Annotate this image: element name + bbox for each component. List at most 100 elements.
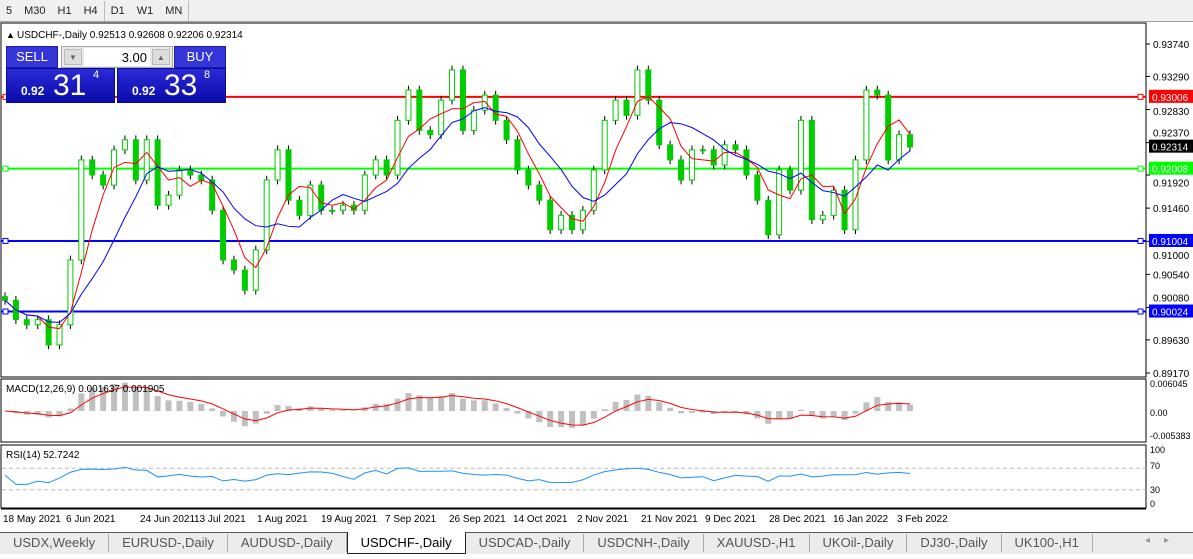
candle-body — [383, 159, 390, 176]
candle-body — [678, 159, 685, 181]
date-label: 13 Jul 2021 — [194, 514, 246, 525]
price-label: 0.91460 — [1153, 204, 1190, 215]
price-label: 0.93740 — [1153, 40, 1190, 51]
macd-bar — [721, 411, 728, 413]
chart-tab[interactable]: USDCNH-,Daily — [584, 534, 704, 552]
chart-tab[interactable]: USDX,Weekly — [0, 534, 110, 552]
macd-bar — [427, 397, 434, 411]
current-price-text: 0.92314 — [1152, 143, 1189, 154]
macd-bar — [481, 400, 488, 411]
price-label: 0.90540 — [1153, 270, 1190, 281]
quantity-stepper[interactable]: ▼ ▲ — [61, 46, 173, 68]
line-anchor-handle — [1137, 308, 1144, 315]
candle-body — [874, 89, 881, 96]
timeframe-H1[interactable]: H1 — [57, 4, 72, 17]
chart-tabs: USDX,Weekly EURUSD-,Daily AUDUSD-,Daily USD… — [0, 532, 1193, 554]
macd-bar — [121, 382, 128, 411]
macd-bar — [536, 411, 543, 423]
timeframe-M30[interactable]: M30 — [24, 4, 46, 17]
chart-canvas[interactable]: ▲ USDCHF-,Daily 0.92513 0.92608 0.92206 0… — [0, 22, 1193, 510]
candle-body — [896, 134, 903, 161]
macd-bar — [819, 411, 826, 419]
candle-body — [907, 134, 913, 148]
macd-frame — [0, 378, 1147, 443]
candle-body — [470, 109, 477, 131]
candle-body — [645, 69, 652, 101]
decrease-qty-icon[interactable]: ▼ — [64, 49, 82, 65]
candle-body — [230, 259, 237, 271]
price-label: 0.89630 — [1153, 336, 1190, 347]
chart-tab[interactable]: EURUSD-,Daily — [109, 534, 228, 552]
chart-tab[interactable]: AUDUSD-,Daily — [228, 534, 347, 552]
candle-body — [263, 179, 270, 251]
level-price-tag — [1149, 89, 1193, 103]
macd-bar — [797, 409, 804, 411]
candle-body — [132, 139, 139, 181]
rsi-scale-label: 0 — [1150, 499, 1155, 509]
chart-tab[interactable]: USDCAD-,Daily — [466, 534, 585, 552]
chart-tab[interactable]: UK100-,H1 — [1002, 534, 1093, 552]
macd-bar — [590, 411, 597, 419]
candle-body — [830, 189, 837, 216]
qty-input[interactable] — [84, 48, 150, 66]
chart-tab[interactable]: DJ30-,Daily — [907, 534, 1002, 552]
candle-body — [121, 139, 128, 151]
macd-bar — [634, 394, 641, 411]
candle-body — [296, 199, 303, 216]
divider — [188, 0, 190, 21]
date-axis: 18 May 2021 6 Jun 2021 24 Jun 2021 13 Jul 2… — [0, 510, 1193, 530]
candle-body — [525, 169, 532, 186]
macd-bar — [830, 411, 837, 417]
macd-bar — [154, 396, 161, 411]
timeframe-5[interactable]: 5 — [6, 4, 13, 17]
level-price-text: 0.91004 — [1152, 237, 1189, 248]
chart-window[interactable]: ▲ USDCHF-,Daily 0.92513 0.92608 0.92206 0… — [0, 22, 1193, 510]
tab-scroll-arrows[interactable]: ◂▸ — [1144, 535, 1183, 546]
candle-body — [449, 69, 456, 101]
candle-body — [601, 119, 608, 171]
ma-slow-line — [4, 107, 911, 323]
line-anchor-handle — [1137, 93, 1144, 100]
macd-bar — [732, 411, 739, 413]
date-label: 19 Aug 2021 — [321, 514, 378, 525]
candle-body — [547, 199, 554, 231]
macd-bar — [89, 387, 96, 411]
macd-bar — [907, 404, 913, 411]
macd-bar — [198, 403, 205, 411]
candle-body — [612, 99, 619, 121]
candle-body — [78, 159, 85, 261]
candle-body — [56, 324, 63, 346]
candle-body — [754, 174, 761, 201]
candle-body — [394, 119, 401, 176]
bid-price-box[interactable]: 0.92 31 4 — [6, 68, 115, 103]
date-label: 1 Aug 2021 — [257, 514, 308, 525]
macd-bar — [852, 411, 859, 414]
ask-price-box[interactable]: 0.92 33 8 — [117, 68, 226, 103]
candle-body — [514, 139, 521, 171]
line-anchor-handle — [1137, 165, 1144, 172]
candle-body — [329, 209, 336, 212]
chart-tab[interactable]: UKOil-,Daily — [810, 534, 908, 552]
buy-button[interactable]: BUY — [174, 46, 226, 68]
candle-body — [819, 214, 826, 221]
candle-body — [481, 94, 488, 111]
timeframe-W1[interactable]: W1 — [136, 4, 154, 17]
sell-button[interactable]: SELL — [6, 46, 58, 68]
level-price-text: 0.93006 — [1152, 93, 1189, 104]
bid-small: 0.92 — [21, 84, 45, 98]
increase-qty-icon[interactable]: ▲ — [152, 49, 170, 65]
macd-scale-label: 0.006045 — [1150, 379, 1188, 389]
candle-body — [787, 169, 794, 191]
date-label: 14 Oct 2021 — [513, 514, 568, 525]
chart-tab[interactable]: USDCHF-,Daily — [346, 532, 466, 554]
macd-bar — [111, 383, 118, 411]
candle-body — [885, 94, 892, 161]
chart-tab[interactable]: XAUUSD-,H1 — [704, 534, 810, 552]
timeframe-H4[interactable]: H4 — [83, 4, 98, 17]
level-price-tag — [1149, 304, 1193, 318]
timeframe-MN[interactable]: MN — [165, 4, 183, 17]
candle-body — [100, 174, 107, 186]
macd-bar — [841, 411, 848, 420]
rsi-scale-label: 100 — [1150, 445, 1165, 455]
timeframe-D1[interactable]: D1 — [110, 4, 125, 17]
